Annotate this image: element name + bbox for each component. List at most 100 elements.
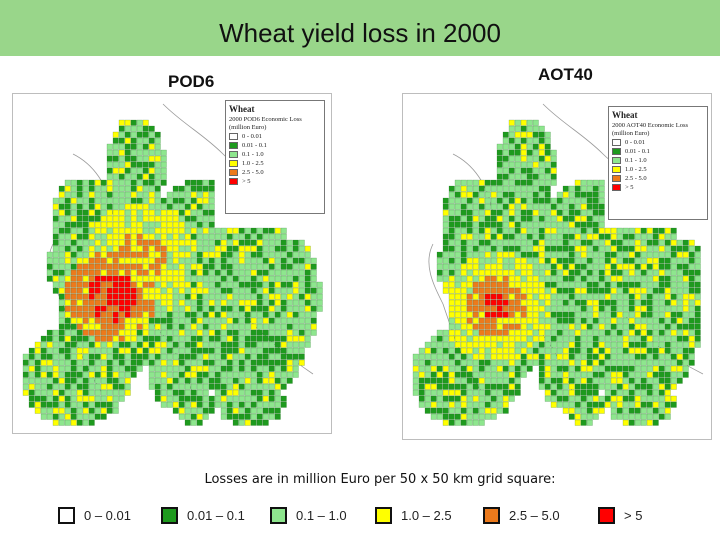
grid-cell — [616, 227, 623, 234]
grid-cell — [430, 395, 437, 402]
grid-cell — [436, 413, 443, 420]
grid-cell — [112, 371, 119, 378]
grid-cell — [682, 239, 689, 246]
grid-cell — [106, 365, 113, 372]
grid-cell — [70, 341, 77, 348]
grid-cell — [598, 245, 605, 252]
grid-cell — [70, 197, 77, 204]
grid-cell — [184, 221, 191, 228]
grid-cell — [88, 317, 95, 324]
grid-cell — [442, 251, 449, 258]
grid-cell — [544, 245, 551, 252]
grid-cell — [448, 371, 455, 378]
grid-cell — [520, 335, 527, 342]
grid-cell — [628, 269, 635, 276]
map-label-pod6: POD6 — [168, 72, 215, 91]
grid-cell — [88, 245, 95, 252]
grid-cell — [310, 275, 317, 282]
grid-cell — [178, 395, 185, 402]
grid-cell — [160, 203, 167, 210]
grid-cell — [472, 383, 479, 390]
grid-cell — [604, 275, 611, 282]
grid-cell — [610, 239, 617, 246]
grid-cell — [136, 233, 143, 240]
grid-cell — [664, 335, 671, 342]
grid-cell — [502, 185, 509, 192]
grid-cell — [268, 257, 275, 264]
grid-cell — [172, 305, 179, 312]
grid-cell — [490, 347, 497, 354]
grid-cell — [136, 119, 143, 126]
class-swatch — [612, 166, 621, 173]
grid-cell — [592, 353, 599, 360]
grid-cell — [154, 221, 161, 228]
grid-cell — [670, 233, 677, 240]
grid-cell — [88, 293, 95, 300]
grid-cell — [466, 287, 473, 294]
grid-cell — [562, 293, 569, 300]
grid-cell — [454, 245, 461, 252]
grid-cell — [184, 365, 191, 372]
grid-cell — [118, 329, 125, 336]
map-pod6-canvas — [22, 103, 323, 426]
grid-cell — [58, 281, 65, 288]
grid-cell — [604, 329, 611, 336]
grid-cell — [178, 305, 185, 312]
grid-cell — [622, 233, 629, 240]
grid-cell — [304, 281, 311, 288]
grid-cell — [634, 359, 641, 366]
grid-cell — [466, 203, 473, 210]
grid-cell — [676, 257, 683, 264]
grid-cell — [568, 365, 575, 372]
grid-cell — [130, 239, 137, 246]
grid-cell — [634, 329, 641, 336]
grid-cell — [88, 329, 95, 336]
grid-cell — [46, 389, 53, 396]
grid-cell — [148, 227, 155, 234]
grid-cell — [136, 137, 143, 144]
grid-cell — [70, 407, 77, 414]
grid-cell — [484, 347, 491, 354]
grid-cell — [280, 245, 287, 252]
grid-cell — [502, 143, 509, 150]
grid-cell — [100, 251, 107, 258]
grid-cell — [304, 317, 311, 324]
grid-cell — [520, 197, 527, 204]
grid-cell — [640, 245, 647, 252]
grid-cell — [172, 365, 179, 372]
grid-cell — [202, 359, 209, 366]
grid-cell — [466, 239, 473, 246]
grid-cell — [82, 227, 89, 234]
grid-cell — [670, 275, 677, 282]
grid-cell — [640, 329, 647, 336]
grid-cell — [28, 395, 35, 402]
grid-cell — [142, 221, 149, 228]
map-aot40-canvas — [412, 103, 704, 426]
grid-cell — [148, 383, 155, 390]
grid-cell — [676, 305, 683, 312]
grid-cell — [160, 155, 167, 162]
grid-cell — [238, 353, 245, 360]
grid-cell — [568, 335, 575, 342]
grid-cell — [196, 389, 203, 396]
grid-cell — [694, 341, 701, 348]
grid-cell — [268, 383, 275, 390]
grid-cell — [544, 263, 551, 270]
grid-cell — [142, 143, 149, 150]
grid-cell — [196, 395, 203, 402]
grid-cell — [70, 227, 77, 234]
grid-cell — [610, 353, 617, 360]
grid-cell — [34, 371, 41, 378]
grid-cell — [526, 119, 533, 126]
grid-cell — [106, 335, 113, 342]
grid-cell — [202, 275, 209, 282]
grid-cell — [490, 251, 497, 258]
grid-cell — [166, 401, 173, 408]
grid-cell — [172, 389, 179, 396]
grid-cell — [274, 353, 281, 360]
grid-cell — [640, 353, 647, 360]
grid-cell — [472, 251, 479, 258]
grid-cell — [502, 371, 509, 378]
grid-cell — [580, 203, 587, 210]
grid-cell — [676, 335, 683, 342]
